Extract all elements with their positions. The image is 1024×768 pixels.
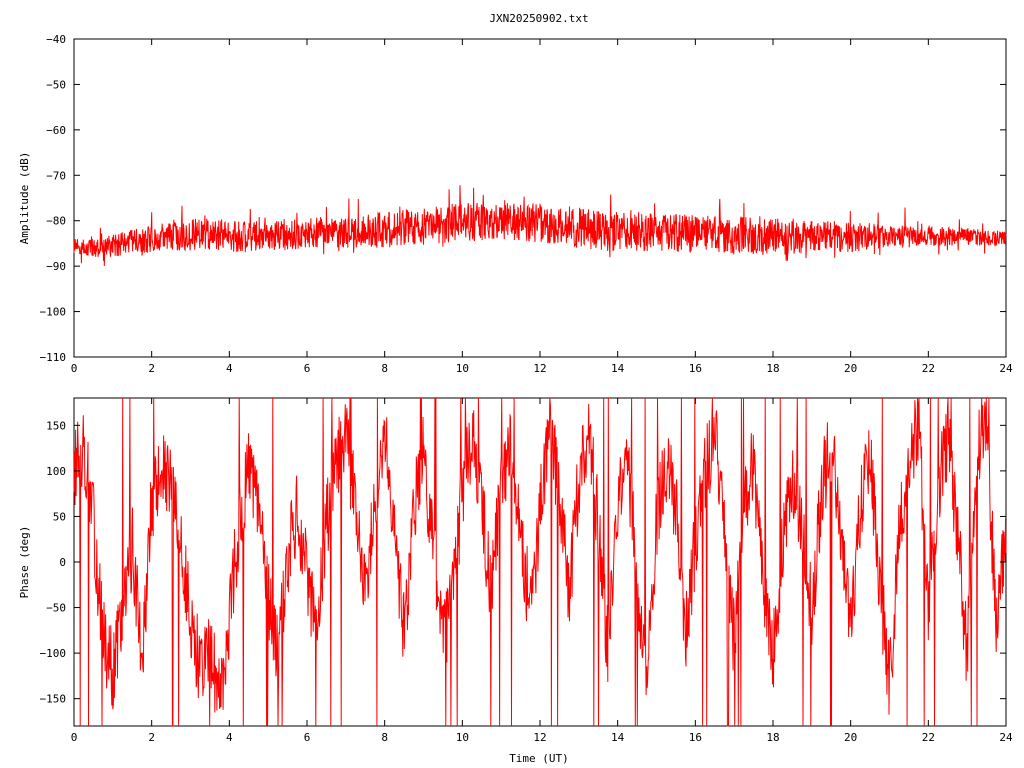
amplitude-y-tick-label: −60 — [46, 124, 66, 137]
phase-x-tick-label: 22 — [922, 731, 935, 744]
phase-x-tick-label: 24 — [999, 731, 1013, 744]
phase-panel: 0 2 4 6 8 10 12 14 16 18 20 22 24150100500−50−100−15… — [18, 397, 1013, 765]
amplitude-axes: 0 2 4 6 8 10 12 14 16 18 20 22 24−40−50−60−70−80−90−… — [40, 33, 1013, 375]
amplitude-x-tick-label: 20 — [844, 362, 857, 375]
amplitude-x-tick-label: 18 — [766, 362, 779, 375]
amplitude-x-tick-label: 12 — [533, 362, 546, 375]
phase-series-line — [73, 397, 1007, 727]
amplitude-x-tick-label: 22 — [922, 362, 935, 375]
phase-x-tick-label: 2 — [148, 731, 155, 744]
amplitude-trace-group — [73, 185, 1007, 267]
phase-x-tick-label: 8 — [381, 731, 388, 744]
phase-x-tick-label: 6 — [304, 731, 311, 744]
amplitude-x-tick-label: 14 — [611, 362, 625, 375]
amplitude-y-tick-label: −80 — [46, 215, 66, 228]
amplitude-series-line — [73, 185, 1007, 267]
phase-x-tick-label: 10 — [456, 731, 469, 744]
amplitude-x-tick-label: 4 — [226, 362, 233, 375]
amplitude-plot-frame — [73, 38, 1007, 358]
phase-trace-group — [73, 397, 1007, 727]
phase-x-tick-label: 16 — [689, 731, 702, 744]
phase-x-tick-label: 18 — [766, 731, 779, 744]
amplitude-x-tick-label: 8 — [381, 362, 388, 375]
phase-x-tick-label: 14 — [611, 731, 625, 744]
amplitude-y-tick-label: −50 — [46, 78, 66, 91]
phase-y-tick-label: 0 — [59, 556, 66, 569]
amplitude-x-tick-label: 6 — [304, 362, 311, 375]
amplitude-y-tick-label: −70 — [46, 169, 66, 182]
amplitude-x-tick-label: 16 — [689, 362, 702, 375]
phase-x-tick-label: 12 — [533, 731, 546, 744]
phase-axis-label: Phase (deg) — [18, 526, 31, 599]
phase-x-tick-label: 4 — [226, 731, 233, 744]
chart-title: JXN20250902.txt — [489, 12, 588, 25]
amplitude-y-tick-label: −40 — [46, 33, 66, 46]
amplitude-panel: 0 2 4 6 8 10 12 14 16 18 20 22 24−40−50−60−70−80−90−… — [18, 33, 1013, 375]
amplitude-y-tick-label: −90 — [46, 260, 66, 273]
phase-y-tick-label: −150 — [40, 693, 67, 706]
phase-y-tick-label: 150 — [46, 419, 66, 432]
phase-x-tick-label: 0 — [71, 731, 78, 744]
amplitude-x-tick-label: 0 — [71, 362, 78, 375]
phase-y-tick-label: 50 — [53, 510, 66, 523]
amplitude-x-tick-label: 24 — [999, 362, 1013, 375]
phase-y-tick-label: −50 — [46, 602, 66, 615]
phase-axes: 0 2 4 6 8 10 12 14 16 18 20 22 24150100500−50−100−15… — [40, 398, 1013, 744]
amplitude-y-tick-label: −110 — [40, 351, 67, 364]
amplitude-x-tick-label: 10 — [456, 362, 469, 375]
phase-y-tick-label: −100 — [40, 647, 67, 660]
amplitude-axis-label: Amplitude (dB) — [18, 152, 31, 245]
phase-y-tick-label: 100 — [46, 465, 66, 478]
phase-x-tick-label: 20 — [844, 731, 857, 744]
amplitude-x-tick-label: 2 — [148, 362, 155, 375]
amplitude-y-tick-label: −100 — [40, 306, 67, 319]
time-axis-label: Time (UT) — [509, 752, 569, 765]
